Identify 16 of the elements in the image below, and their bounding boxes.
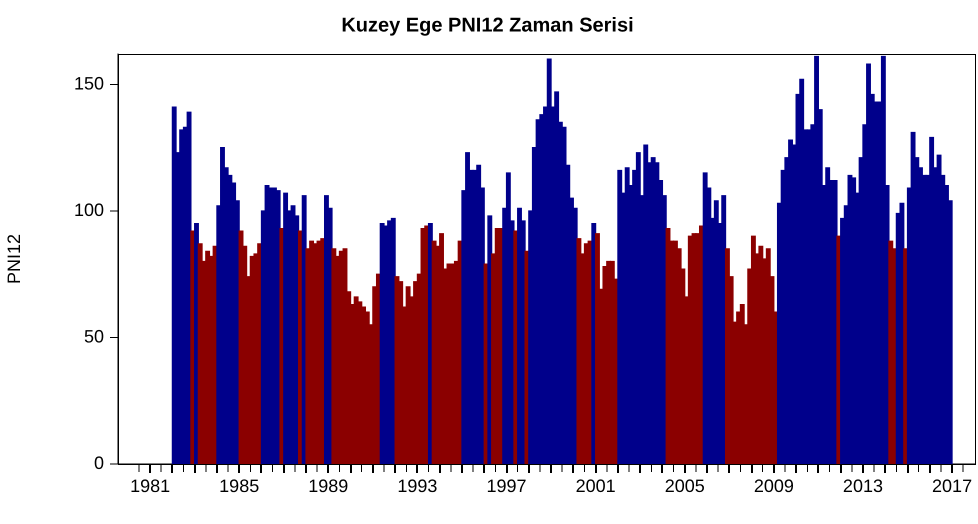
x-tick-label: 2013 — [842, 476, 883, 496]
x-tick-label: 1989 — [308, 476, 348, 496]
x-tick-label: 2001 — [576, 476, 616, 496]
x-tick-label: 1985 — [219, 476, 260, 496]
x-tick-label: 1993 — [397, 476, 438, 496]
y-tick-label: 100 — [74, 200, 104, 220]
y-axis-title: PNI12 — [4, 234, 24, 284]
x-tick-label: 2005 — [664, 476, 705, 496]
x-tick-label: 1981 — [130, 476, 170, 496]
chart-title: Kuzey Ege PNI12 Zaman Serisi — [341, 14, 634, 37]
x-tick-label: 2009 — [754, 476, 794, 496]
y-tick-label: 0 — [94, 452, 104, 473]
y-tick-label: 150 — [74, 73, 104, 94]
x-tick-label: 2017 — [932, 476, 972, 496]
x-tick-label: 1997 — [486, 476, 527, 496]
y-tick-label: 50 — [84, 326, 104, 346]
